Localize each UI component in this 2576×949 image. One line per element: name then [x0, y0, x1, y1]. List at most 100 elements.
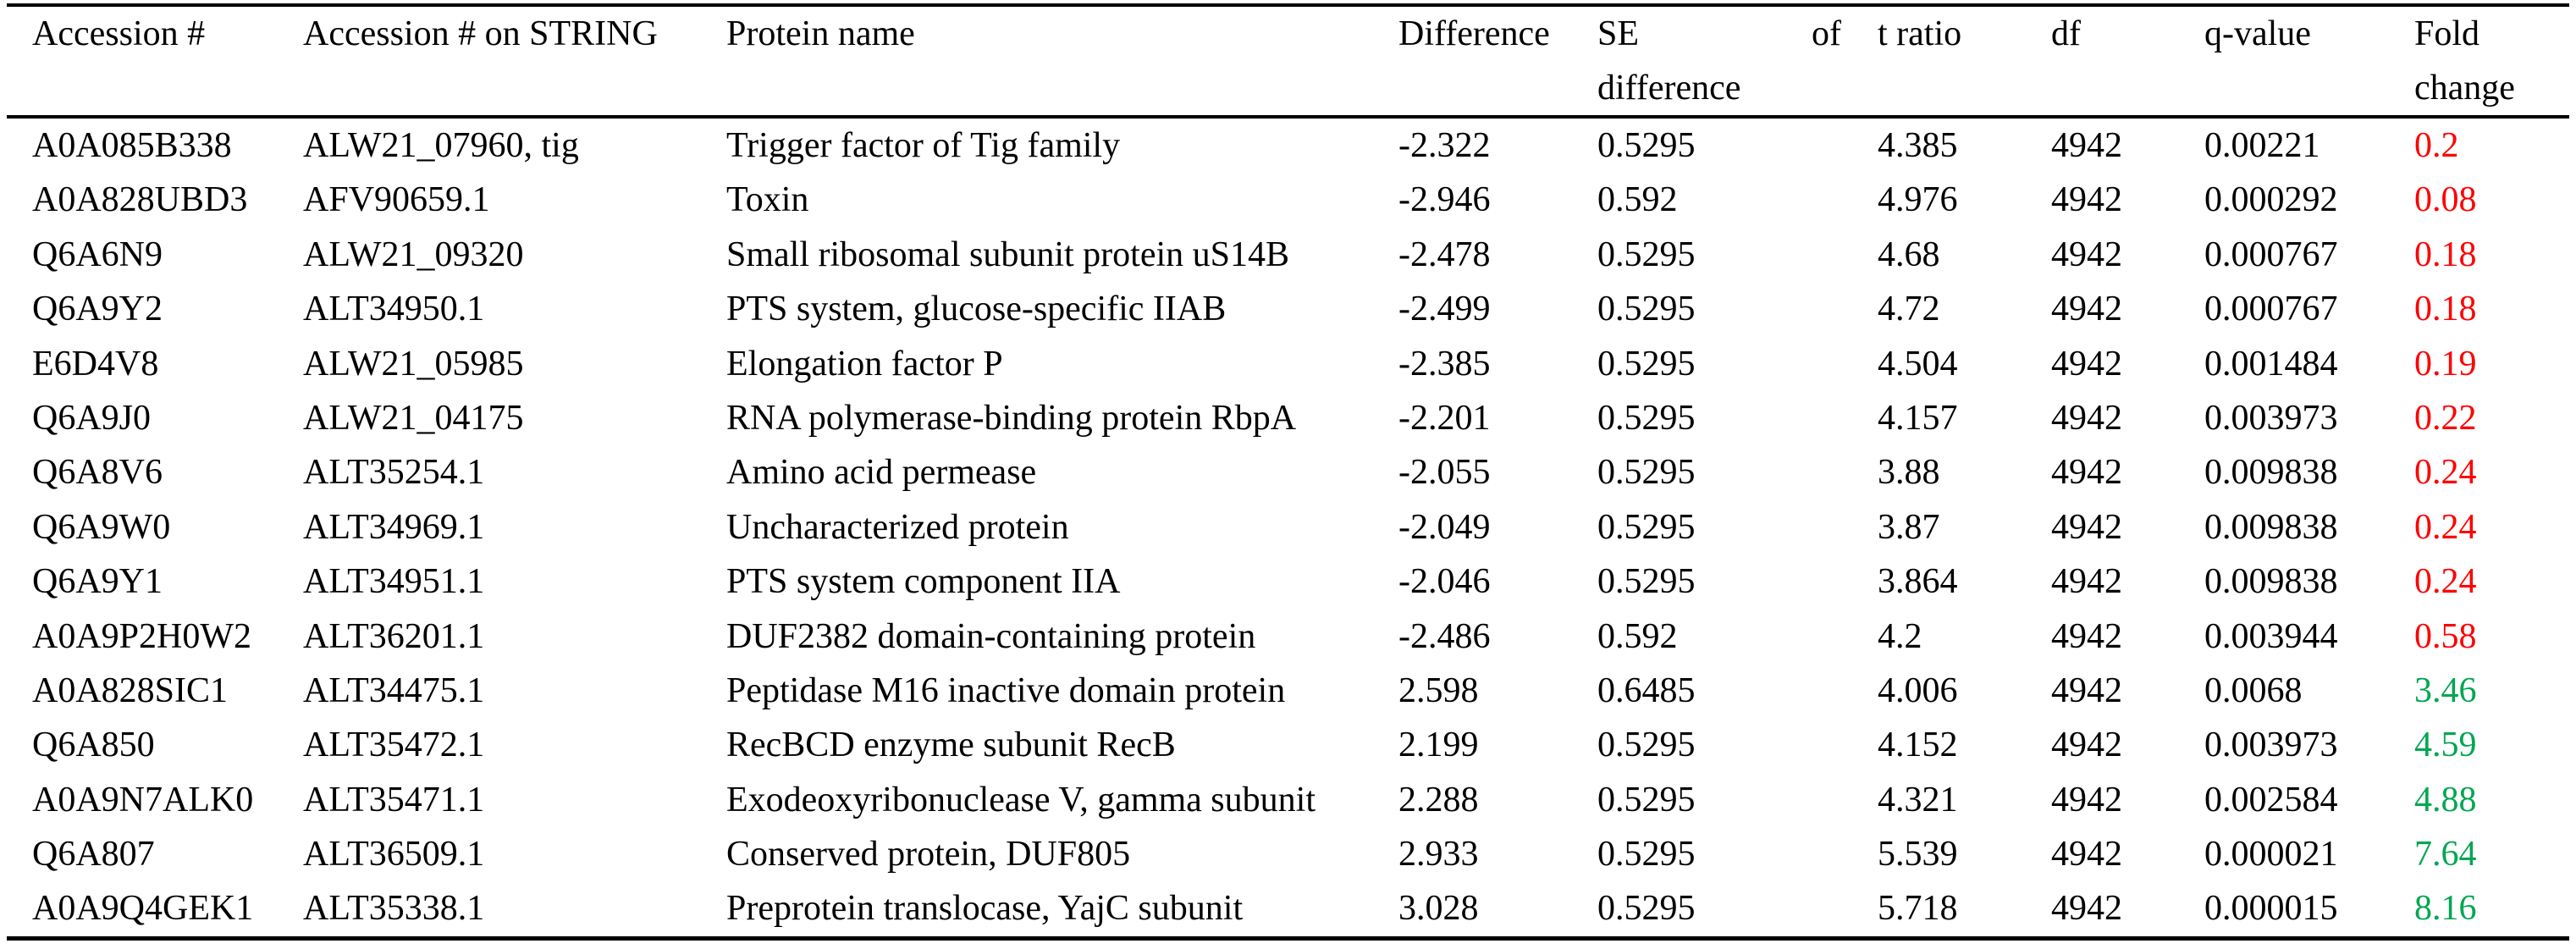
se-difference-cell: 0.5295: [1597, 889, 1696, 929]
q-value-cell: 0.003973: [2204, 398, 2338, 438]
fold-change-cell: 0.2: [2414, 126, 2459, 165]
accession-string-cell: AFV90659.1: [303, 180, 490, 220]
protein-name-cell: RecBCD enzyme subunit RecB: [726, 726, 1176, 765]
q-value-cell: 0.000015: [2204, 889, 2338, 929]
header-fold-line1: Fold: [2414, 14, 2480, 53]
accession-cell: Q6A9J0: [32, 398, 152, 438]
fold-change-cell: 3.46: [2414, 670, 2477, 710]
table-row: Q6A6N9 ALW21_09320 Small ribosomal subun…: [7, 228, 2569, 282]
t-ratio-cell: 4.321: [1878, 780, 1958, 819]
protein-name-cell: PTS system, glucose-specific IIAB: [726, 290, 1227, 329]
t-ratio-cell: 4.976: [1878, 180, 1958, 220]
accession-cell: A0A9P2H0W2: [32, 616, 251, 656]
header-df: df: [2051, 14, 2081, 53]
t-ratio-cell: 3.864: [1878, 562, 1958, 602]
q-value-cell: 0.009838: [2204, 507, 2338, 547]
df-cell: 4942: [2051, 835, 2122, 875]
table-row: A0A085B338 ALW21_07960, tig Trigger fact…: [7, 119, 2569, 173]
t-ratio-cell: 4.504: [1878, 344, 1958, 383]
header-accession-string: Accession # on STRING: [303, 14, 658, 53]
protein-name-cell: Preprotein translocase, YajC subunit: [726, 889, 1244, 929]
header-difference: Difference: [1398, 14, 1550, 53]
table-row: Q6A807 ALT36509.1 Conserved protein, DUF…: [7, 827, 2569, 881]
df-cell: 4942: [2051, 398, 2122, 438]
protein-name-cell: DUF2382 domain-containing protein: [726, 616, 1256, 656]
header-q-value: q-value: [2204, 14, 2311, 53]
df-cell: 4942: [2051, 670, 2122, 710]
protein-name-cell: Amino acid permease: [726, 453, 1037, 493]
header-se-word: SE: [1597, 14, 1640, 53]
fold-change-cell: 0.24: [2414, 453, 2477, 493]
fold-change-cell: 0.18: [2414, 290, 2477, 329]
table-header-rule: [7, 115, 2569, 119]
accession-string-cell: ALT36201.1: [303, 616, 485, 656]
df-cell: 4942: [2051, 616, 2122, 656]
protein-name-cell: Uncharacterized protein: [726, 507, 1069, 547]
table-row: Q6A8V6 ALT35254.1 Amino acid permease -2…: [7, 445, 2569, 499]
difference-cell: 2.199: [1398, 726, 1479, 765]
accession-string-cell: ALT34475.1: [303, 670, 485, 710]
q-value-cell: 0.003944: [2204, 616, 2338, 656]
protein-name-cell: Small ribosomal subunit protein uS14B: [726, 234, 1290, 274]
accession-cell: Q6A9Y2: [32, 290, 163, 329]
table-top-rule: [7, 3, 2569, 7]
df-cell: 4942: [2051, 562, 2122, 602]
accession-cell: A0A828UBD3: [32, 180, 248, 220]
header-se-of-difference: SE of difference: [1597, 7, 1841, 115]
table-bottom-rule: [7, 935, 2569, 941]
header-accession: Accession #: [32, 14, 206, 53]
protein-name-cell: RNA polymerase-binding protein RbpA: [726, 398, 1297, 438]
t-ratio-cell: 4.385: [1878, 126, 1958, 165]
difference-cell: 2.598: [1398, 670, 1479, 710]
t-ratio-cell: 3.87: [1878, 507, 1940, 547]
q-value-cell: 0.009838: [2204, 453, 2338, 493]
q-value-cell: 0.00221: [2204, 126, 2320, 165]
header-fold-line2: change: [2414, 69, 2515, 108]
se-difference-cell: 0.5295: [1597, 344, 1696, 383]
accession-cell: A0A828SIC1: [32, 670, 229, 710]
accession-cell: Q6A807: [32, 835, 155, 875]
difference-cell: -2.946: [1398, 180, 1491, 220]
q-value-cell: 0.009838: [2204, 562, 2338, 602]
accession-string-cell: ALT35338.1: [303, 889, 485, 929]
difference-cell: -2.049: [1398, 507, 1491, 547]
difference-cell: 2.933: [1398, 835, 1479, 875]
protein-name-cell: PTS system component IIA: [726, 562, 1121, 602]
difference-cell: -2.046: [1398, 562, 1491, 602]
table-row: Q6A9J0 ALW21_04175 RNA polymerase-bindin…: [7, 391, 2569, 445]
se-difference-cell: 0.5295: [1597, 453, 1696, 493]
accession-string-cell: ALT36509.1: [303, 835, 485, 875]
t-ratio-cell: 4.72: [1878, 290, 1940, 329]
table-row: A0A828UBD3 AFV90659.1 Toxin -2.946 0.592…: [7, 173, 2569, 227]
accession-string-cell: ALT35471.1: [303, 780, 485, 819]
protein-name-cell: Exodeoxyribonuclease V, gamma subunit: [726, 780, 1316, 819]
protein-name-cell: Toxin: [726, 180, 809, 220]
fold-change-cell: 0.08: [2414, 180, 2477, 220]
accession-cell: Q6A850: [32, 726, 155, 765]
difference-cell: -2.055: [1398, 453, 1491, 493]
df-cell: 4942: [2051, 453, 2122, 493]
accession-cell: Q6A9W0: [32, 507, 171, 547]
se-difference-cell: 0.5295: [1597, 835, 1696, 875]
table-row: A0A9P2H0W2 ALT36201.1 DUF2382 domain-con…: [7, 610, 2569, 664]
accession-string-cell: ALT34951.1: [303, 562, 485, 602]
se-difference-cell: 0.5295: [1597, 398, 1696, 438]
table-row: Q6A9Y1 ALT34951.1 PTS system component I…: [7, 555, 2569, 609]
q-value-cell: 0.002584: [2204, 780, 2338, 819]
t-ratio-cell: 4.157: [1878, 398, 1958, 438]
fold-change-cell: 0.58: [2414, 616, 2477, 656]
t-ratio-cell: 3.88: [1878, 453, 1940, 493]
accession-string-cell: ALT35254.1: [303, 453, 485, 493]
t-ratio-cell: 4.2: [1878, 616, 1922, 656]
t-ratio-cell: 5.718: [1878, 889, 1958, 929]
table-body: A0A085B338 ALW21_07960, tig Trigger fact…: [7, 119, 2569, 936]
table-row: Q6A9Y2 ALT34950.1 PTS system, glucose-sp…: [7, 282, 2569, 336]
accession-string-cell: ALW21_07960, tig: [303, 126, 579, 165]
df-cell: 4942: [2051, 780, 2122, 819]
se-difference-cell: 0.5295: [1597, 562, 1696, 602]
fold-change-cell: 0.18: [2414, 234, 2477, 274]
table-row: Q6A850 ALT35472.1 RecBCD enzyme subunit …: [7, 718, 2569, 772]
fold-change-cell: 0.22: [2414, 398, 2477, 438]
df-cell: 4942: [2051, 180, 2122, 220]
accession-cell: Q6A6N9: [32, 234, 163, 274]
